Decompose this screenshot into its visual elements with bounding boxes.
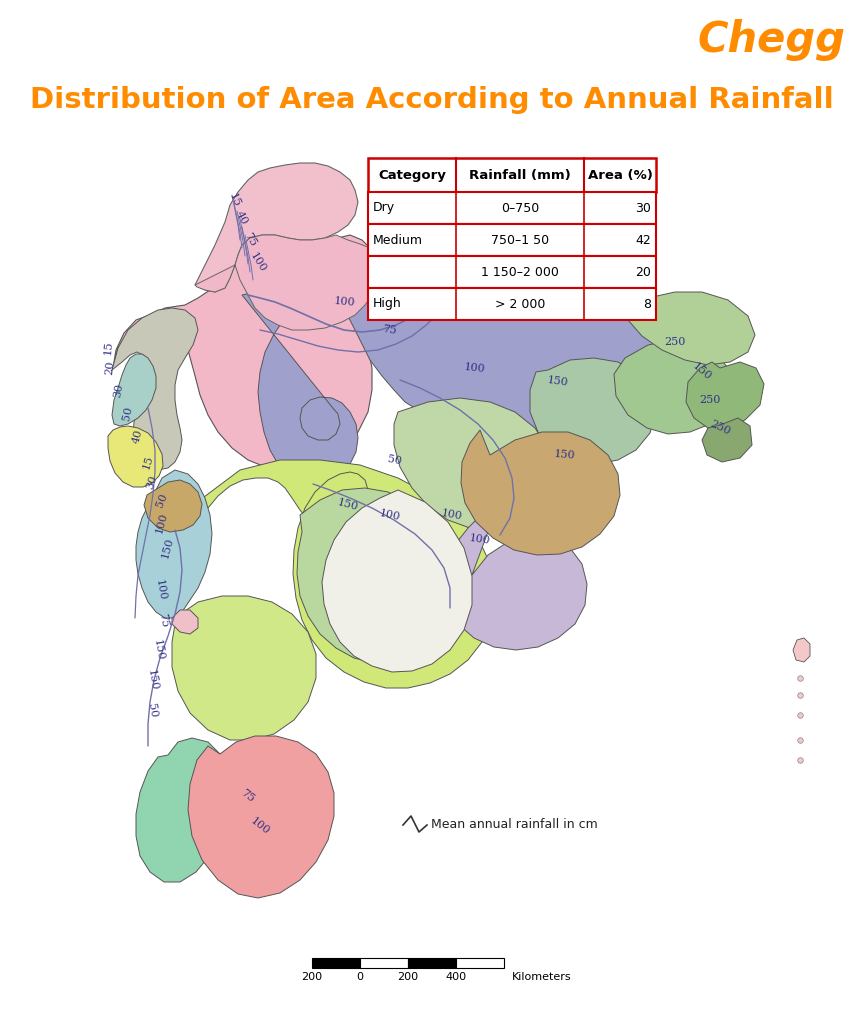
Text: 75: 75: [157, 612, 170, 628]
Text: 30: 30: [112, 382, 125, 398]
Text: 20: 20: [635, 265, 651, 279]
Text: 150: 150: [151, 639, 164, 662]
Polygon shape: [297, 488, 454, 663]
Text: 150: 150: [554, 450, 576, 461]
Polygon shape: [108, 426, 163, 487]
Polygon shape: [144, 480, 202, 532]
Bar: [368, 224, 656, 256]
Polygon shape: [112, 354, 156, 426]
Bar: [456, 958, 504, 968]
Text: 50: 50: [388, 454, 403, 466]
Text: 1 150–2 000: 1 150–2 000: [481, 265, 559, 279]
Text: 100: 100: [440, 508, 464, 522]
Text: 42: 42: [635, 233, 651, 247]
Text: 20: 20: [105, 360, 116, 376]
Text: 30: 30: [144, 473, 159, 490]
Text: 40: 40: [234, 209, 250, 226]
Polygon shape: [614, 340, 732, 434]
Text: 0: 0: [356, 972, 363, 982]
Text: 150: 150: [160, 537, 176, 560]
Text: 250: 250: [708, 419, 732, 437]
Bar: [368, 158, 656, 193]
Bar: [368, 193, 656, 224]
Text: Category: Category: [378, 169, 446, 181]
Text: 0–750: 0–750: [501, 202, 539, 214]
Text: Mean annual rainfall in cm: Mean annual rainfall in cm: [431, 818, 598, 831]
Text: 250: 250: [699, 395, 721, 406]
Text: 50: 50: [155, 492, 170, 509]
Bar: [368, 288, 656, 319]
Text: 400: 400: [445, 972, 466, 982]
Text: 30: 30: [635, 202, 651, 214]
Polygon shape: [195, 234, 382, 330]
Text: Chegg: Chegg: [697, 19, 845, 61]
Polygon shape: [702, 418, 752, 462]
Text: Medium: Medium: [373, 233, 423, 247]
Polygon shape: [188, 736, 334, 898]
Polygon shape: [394, 398, 552, 528]
Text: 100: 100: [379, 508, 401, 522]
Text: 75: 75: [382, 324, 398, 336]
Text: 150: 150: [547, 376, 569, 388]
Bar: [312, 958, 360, 968]
Text: Dry: Dry: [373, 202, 395, 214]
Text: 8: 8: [643, 298, 651, 310]
Text: Rainfall (mm): Rainfall (mm): [469, 169, 571, 181]
Text: 100: 100: [155, 511, 170, 535]
Text: 100: 100: [469, 534, 491, 547]
Text: Kilometers: Kilometers: [512, 972, 572, 982]
Text: 40: 40: [131, 428, 144, 444]
Text: 100: 100: [464, 361, 486, 374]
Polygon shape: [322, 490, 472, 672]
Text: High: High: [373, 298, 401, 310]
Polygon shape: [530, 358, 656, 464]
Text: 150: 150: [336, 498, 360, 513]
Text: 150: 150: [690, 361, 714, 383]
Text: 750–1 50: 750–1 50: [491, 233, 549, 247]
Polygon shape: [112, 308, 198, 470]
Text: 15: 15: [227, 191, 241, 209]
Text: 250: 250: [664, 337, 686, 347]
Polygon shape: [445, 510, 587, 650]
Polygon shape: [686, 362, 764, 428]
Polygon shape: [113, 234, 383, 470]
Text: 100: 100: [153, 579, 167, 601]
Text: 75: 75: [242, 231, 258, 249]
Text: 50: 50: [122, 404, 134, 421]
Text: 75: 75: [240, 787, 257, 804]
Polygon shape: [200, 460, 496, 688]
Text: 150: 150: [145, 669, 159, 691]
Text: Area (%): Area (%): [587, 169, 652, 181]
Polygon shape: [625, 292, 755, 365]
Polygon shape: [172, 596, 316, 740]
Polygon shape: [172, 610, 198, 634]
Bar: [360, 958, 408, 968]
Bar: [408, 958, 456, 968]
Polygon shape: [136, 738, 228, 882]
Text: 200: 200: [397, 972, 419, 982]
Polygon shape: [136, 470, 212, 618]
Polygon shape: [242, 252, 668, 482]
Text: 15: 15: [141, 454, 155, 470]
Text: 100: 100: [334, 296, 356, 308]
Polygon shape: [461, 430, 620, 555]
Text: 50: 50: [146, 702, 158, 718]
Text: Distribution of Area According to Annual Rainfall: Distribution of Area According to Annual…: [30, 86, 834, 114]
Polygon shape: [195, 163, 358, 292]
Text: > 2 000: > 2 000: [495, 298, 545, 310]
Bar: [368, 256, 656, 288]
Polygon shape: [793, 638, 810, 662]
Text: 100: 100: [248, 815, 272, 837]
Text: 15: 15: [102, 340, 113, 355]
Text: 100: 100: [248, 250, 268, 273]
Text: 200: 200: [301, 972, 323, 982]
